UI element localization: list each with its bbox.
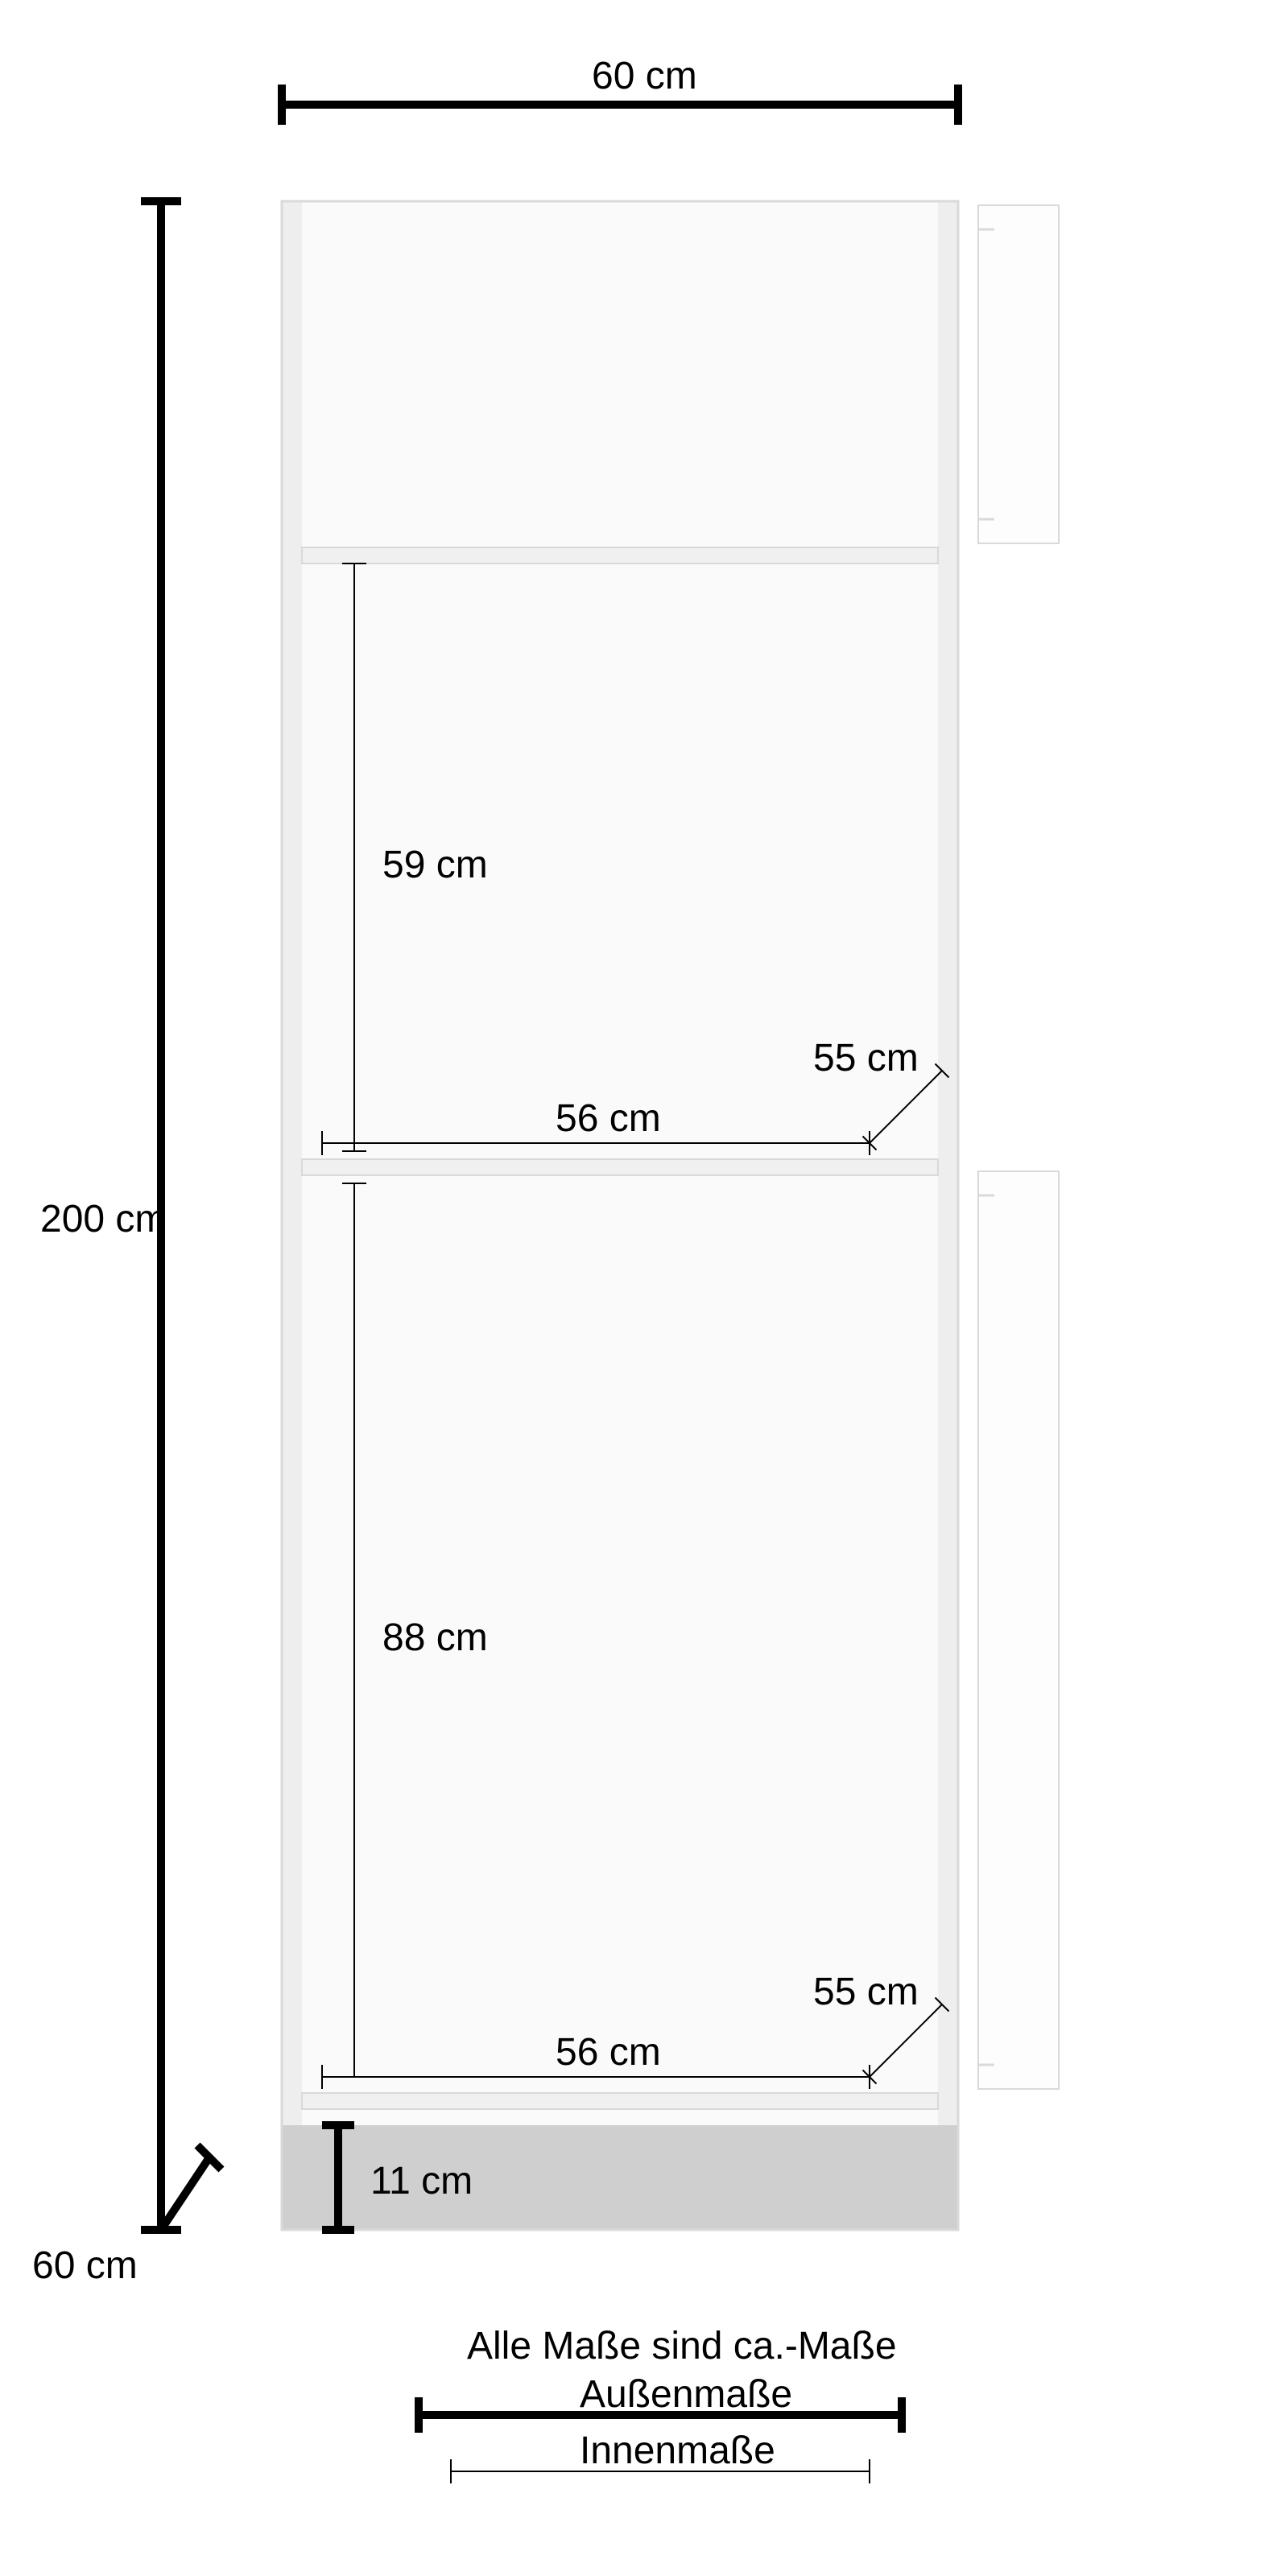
dim-lower-h: 88 cm bbox=[382, 1616, 488, 1659]
dim-upper-w: 56 cm bbox=[556, 1097, 661, 1140]
dim-lower-w: 56 cm bbox=[556, 2031, 661, 2074]
dim-lower-d: 55 cm bbox=[813, 1971, 919, 2013]
dim-overall-height: 200 cm bbox=[40, 1198, 167, 1241]
legend: Alle Maße sind ca.-Maße Außenmaße Innenmaß… bbox=[419, 2325, 902, 2483]
legend-note: Alle Maße sind ca.-Maße bbox=[467, 2325, 897, 2368]
cabinet-body bbox=[282, 201, 1059, 2230]
dim-overall-depth: 60 cm bbox=[32, 2244, 138, 2287]
dim-upper-d: 55 cm bbox=[813, 1037, 919, 1080]
legend-outer: Außenmaße bbox=[580, 2373, 792, 2416]
legend-inner: Innenmaße bbox=[580, 2429, 775, 2472]
dim-overall-width: 60 cm bbox=[592, 55, 697, 97]
dim-plinth-height: 11 cm bbox=[370, 2160, 473, 2202]
dim-upper-h: 59 cm bbox=[382, 844, 488, 886]
